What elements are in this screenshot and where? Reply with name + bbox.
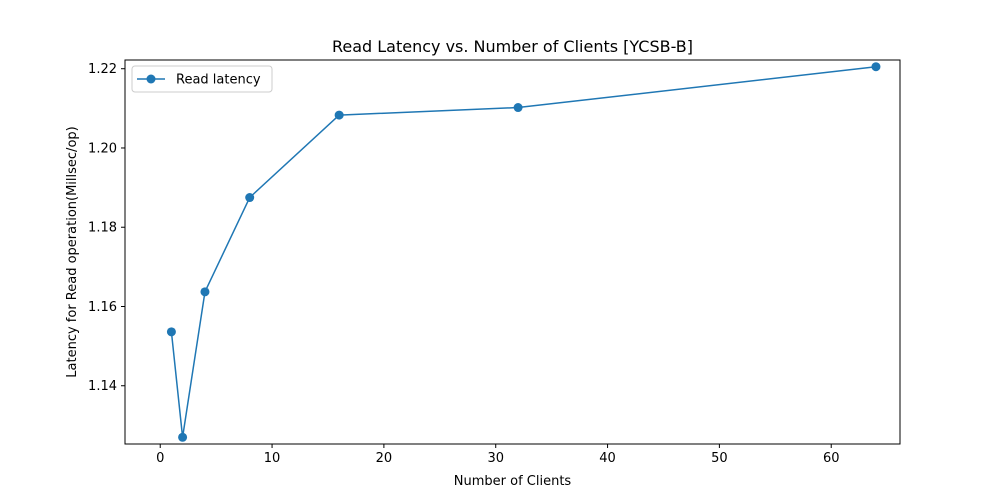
y-tick-label: 1.14 — [88, 379, 117, 394]
x-tick-label: 0 — [156, 451, 164, 466]
legend: Read latency — [131, 65, 273, 93]
y-tick-label: 1.16 — [88, 300, 117, 315]
legend-marker — [146, 74, 156, 84]
x-axis-title: Number of Clients — [454, 474, 572, 489]
x-tick-label: 60 — [823, 451, 840, 466]
data-point — [871, 62, 881, 72]
data-point — [166, 327, 176, 337]
y-tick-label: 1.22 — [88, 62, 117, 77]
plot-frame — [124, 59, 901, 445]
x-tick-label: 20 — [376, 451, 393, 466]
x-tick-label: 50 — [711, 451, 728, 466]
y-axis-title: Latency for Read operation(Millsec/op) — [65, 126, 80, 377]
plot-area — [166, 62, 881, 442]
y-tick-label: 1.20 — [88, 141, 117, 156]
x-tick-label: 40 — [599, 451, 616, 466]
legend-box — [131, 65, 273, 93]
x-tick-label: 30 — [487, 451, 504, 466]
data-point — [245, 193, 255, 203]
x-axis: 0 10 20 30 40 50 60 — [156, 444, 839, 466]
y-axis: 1.14 1.16 1.18 1.20 1.22 — [88, 62, 125, 394]
y-tick-label: 1.18 — [88, 221, 117, 236]
legend-label: Read latency — [176, 73, 261, 88]
chart-title: Read Latency vs. Number of Clients [YCSB… — [332, 37, 693, 56]
data-point — [334, 110, 344, 120]
data-point — [200, 287, 210, 297]
data-point — [178, 432, 188, 442]
x-tick-label: 10 — [264, 451, 281, 466]
data-point — [513, 103, 523, 113]
